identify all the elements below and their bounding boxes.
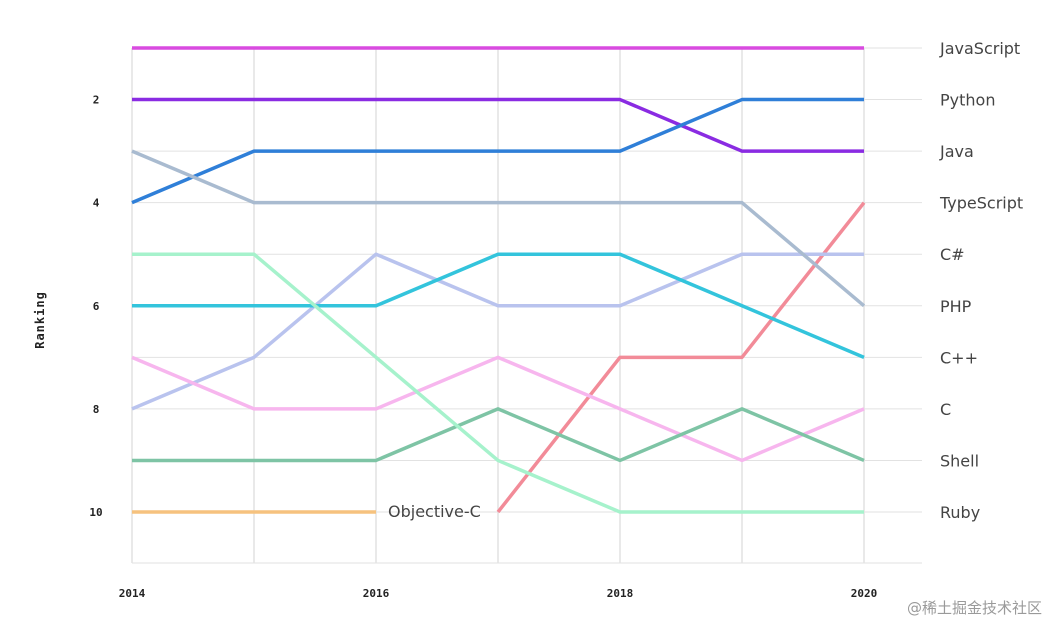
series-line-php <box>131 149 866 308</box>
chart-labels: 2014 2016 2018 2020 2 4 6 8 10 JavaScript Python Ja… <box>89 39 1023 600</box>
right-label: C <box>940 400 951 419</box>
series-line-c- <box>132 252 865 359</box>
y-tick-label: 4 <box>93 197 100 210</box>
right-label: PHP <box>940 297 972 316</box>
y-axis-title: Ranking <box>33 291 47 349</box>
series-line-c <box>131 355 865 463</box>
right-label: C# <box>940 245 965 264</box>
x-tick-label: 2020 <box>851 587 878 600</box>
series-line-ruby <box>132 252 864 514</box>
series-line-java <box>131 97 864 205</box>
right-label: Ruby <box>940 503 980 522</box>
series-line-python <box>132 97 864 153</box>
objective-c-annotation: Objective-C <box>388 502 481 521</box>
y-tick-label: 10 <box>89 506 102 519</box>
right-label: Python <box>940 91 995 110</box>
right-label: Java <box>939 142 974 161</box>
right-label: JavaScript <box>939 39 1020 58</box>
x-tick-label: 2014 <box>119 587 146 600</box>
y-tick-label: 2 <box>93 94 100 107</box>
series-lines <box>131 46 866 514</box>
y-tick-label: 8 <box>93 403 100 416</box>
right-label: C++ <box>940 348 978 367</box>
x-tick-label: 2016 <box>363 587 390 600</box>
series-line-shell <box>132 407 865 463</box>
x-tick-label: 2018 <box>607 587 634 600</box>
right-label: Shell <box>940 451 979 470</box>
right-label: TypeScript <box>939 194 1023 213</box>
y-tick-label: 6 <box>93 300 100 313</box>
series-line-c- <box>131 252 864 411</box>
watermark: @稀土掘金技术社区 <box>907 599 1042 617</box>
